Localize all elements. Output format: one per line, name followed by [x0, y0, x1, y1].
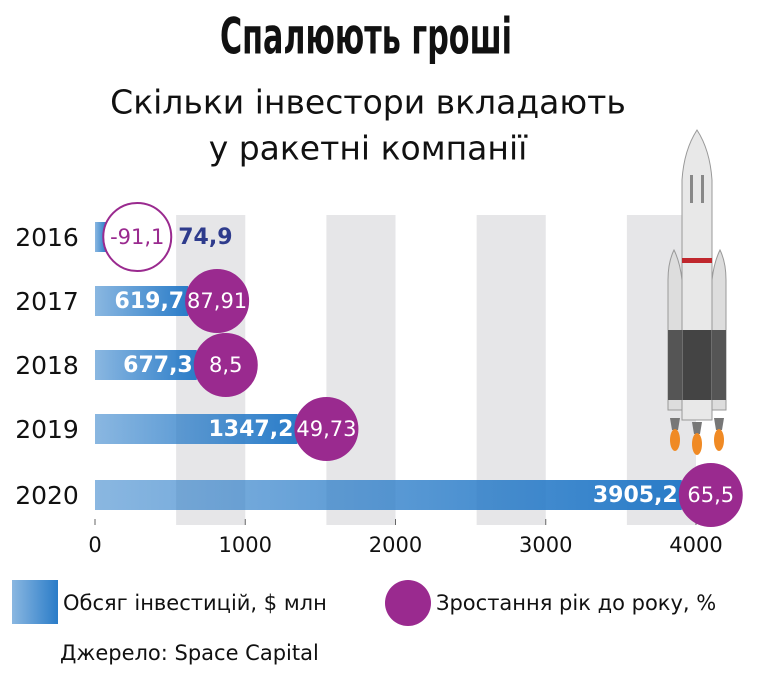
growth-label: -91,1 [110, 225, 164, 249]
growth-bubble [193, 333, 258, 397]
x-tick-label: 2000 [369, 533, 422, 557]
chart-subtitle: Скільки інвестори вкладають [110, 83, 626, 122]
bar [95, 222, 107, 252]
bar [95, 414, 298, 444]
chart-subtitle: у ракетні компанії [209, 129, 528, 168]
growth-label: 8,5 [209, 353, 242, 377]
rocket-illustration [667, 129, 727, 455]
growth-bubble [185, 269, 250, 333]
y-tick-label: 2016 [15, 223, 79, 252]
x-tick-label: 4000 [669, 533, 722, 557]
legend-label: Обсяг інвестицій, $ млн [63, 591, 327, 615]
value-label: 619,7 [115, 289, 185, 314]
bar [95, 350, 197, 380]
growth-label: 49,73 [296, 417, 356, 441]
legend-swatch [385, 580, 431, 626]
bar [95, 480, 682, 510]
legend-label: Зростання рік до року, % [436, 591, 716, 615]
value-label: 3905,2 [593, 483, 678, 508]
background-band [326, 215, 396, 525]
legend-swatch [12, 580, 58, 624]
growth-label: 87,91 [187, 289, 247, 313]
y-tick-label: 2020 [15, 481, 79, 510]
chart-title: Спалюють гроші [220, 8, 512, 66]
background-band [476, 215, 546, 525]
x-tick-label: 3000 [519, 533, 572, 557]
y-tick-label: 2019 [15, 415, 79, 444]
value-label: 1347,2 [209, 417, 294, 442]
x-tick-label: 0 [88, 533, 101, 557]
x-tick-label: 1000 [219, 533, 272, 557]
y-tick-label: 2018 [15, 351, 79, 380]
source-note: Джерело: Space Capital [60, 641, 319, 665]
growth-label: 65,5 [687, 483, 734, 507]
y-tick-label: 2017 [15, 287, 79, 316]
growth-bubble [102, 202, 173, 272]
growth-bubble [678, 463, 743, 527]
growth-bubble [294, 397, 359, 461]
bar [95, 286, 189, 316]
value-label: 74,9 [178, 225, 232, 250]
value-label: 677,3 [123, 353, 193, 378]
